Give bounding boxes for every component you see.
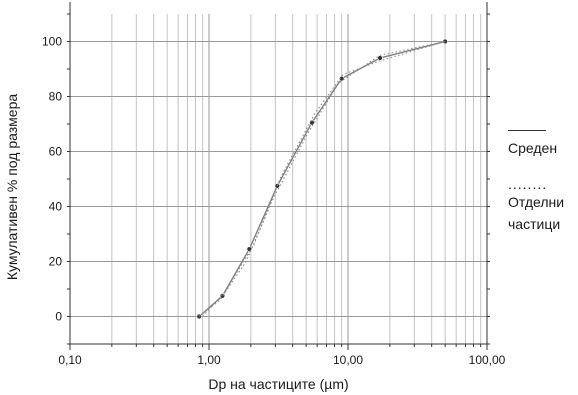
y-axis-title: Кумулативен % под размера bbox=[4, 94, 20, 281]
y-tick-label: 60 bbox=[49, 145, 63, 159]
y-tick-label: 40 bbox=[49, 200, 63, 214]
data-point bbox=[196, 313, 202, 320]
data-point bbox=[377, 55, 383, 61]
legend-label-average: Среден bbox=[508, 140, 558, 156]
legend: Среден ........ Отделни частици bbox=[508, 130, 578, 235]
legend-label-individual: Отделни частици bbox=[508, 194, 565, 232]
chart-grid bbox=[69, 14, 487, 344]
y-tick-label: 20 bbox=[49, 255, 63, 269]
legend-dotted-line-icon: ........ bbox=[508, 176, 548, 192]
y-tick-label: 80 bbox=[49, 90, 63, 104]
series-line-average bbox=[198, 40, 446, 318]
chart-series bbox=[196, 38, 448, 320]
chart-axes bbox=[67, 2, 490, 350]
y-tick-label: 0 bbox=[55, 310, 62, 324]
legend-item-individual: ........ Отделни частици bbox=[508, 176, 578, 235]
x-tick-label: 100,00 bbox=[469, 353, 506, 367]
data-point bbox=[219, 293, 226, 299]
x-tick-label: 0,10 bbox=[58, 353, 82, 367]
legend-item-average: Среден bbox=[508, 130, 578, 159]
chart-tick-labels: 0,10 1,00 10,00 100,00 0 20 40 60 80 100 bbox=[42, 35, 506, 368]
legend-solid-line-icon bbox=[508, 130, 546, 131]
x-axis-title: Dp на частиците (µm) bbox=[208, 376, 348, 392]
data-point bbox=[274, 183, 280, 189]
series-line-individual bbox=[202, 40, 446, 317]
x-tick-label: 10,00 bbox=[333, 353, 363, 367]
series-line-individual bbox=[198, 40, 446, 317]
x-tick-label: 1,00 bbox=[197, 353, 221, 367]
y-tick-label: 100 bbox=[42, 35, 62, 49]
data-point bbox=[338, 75, 345, 82]
